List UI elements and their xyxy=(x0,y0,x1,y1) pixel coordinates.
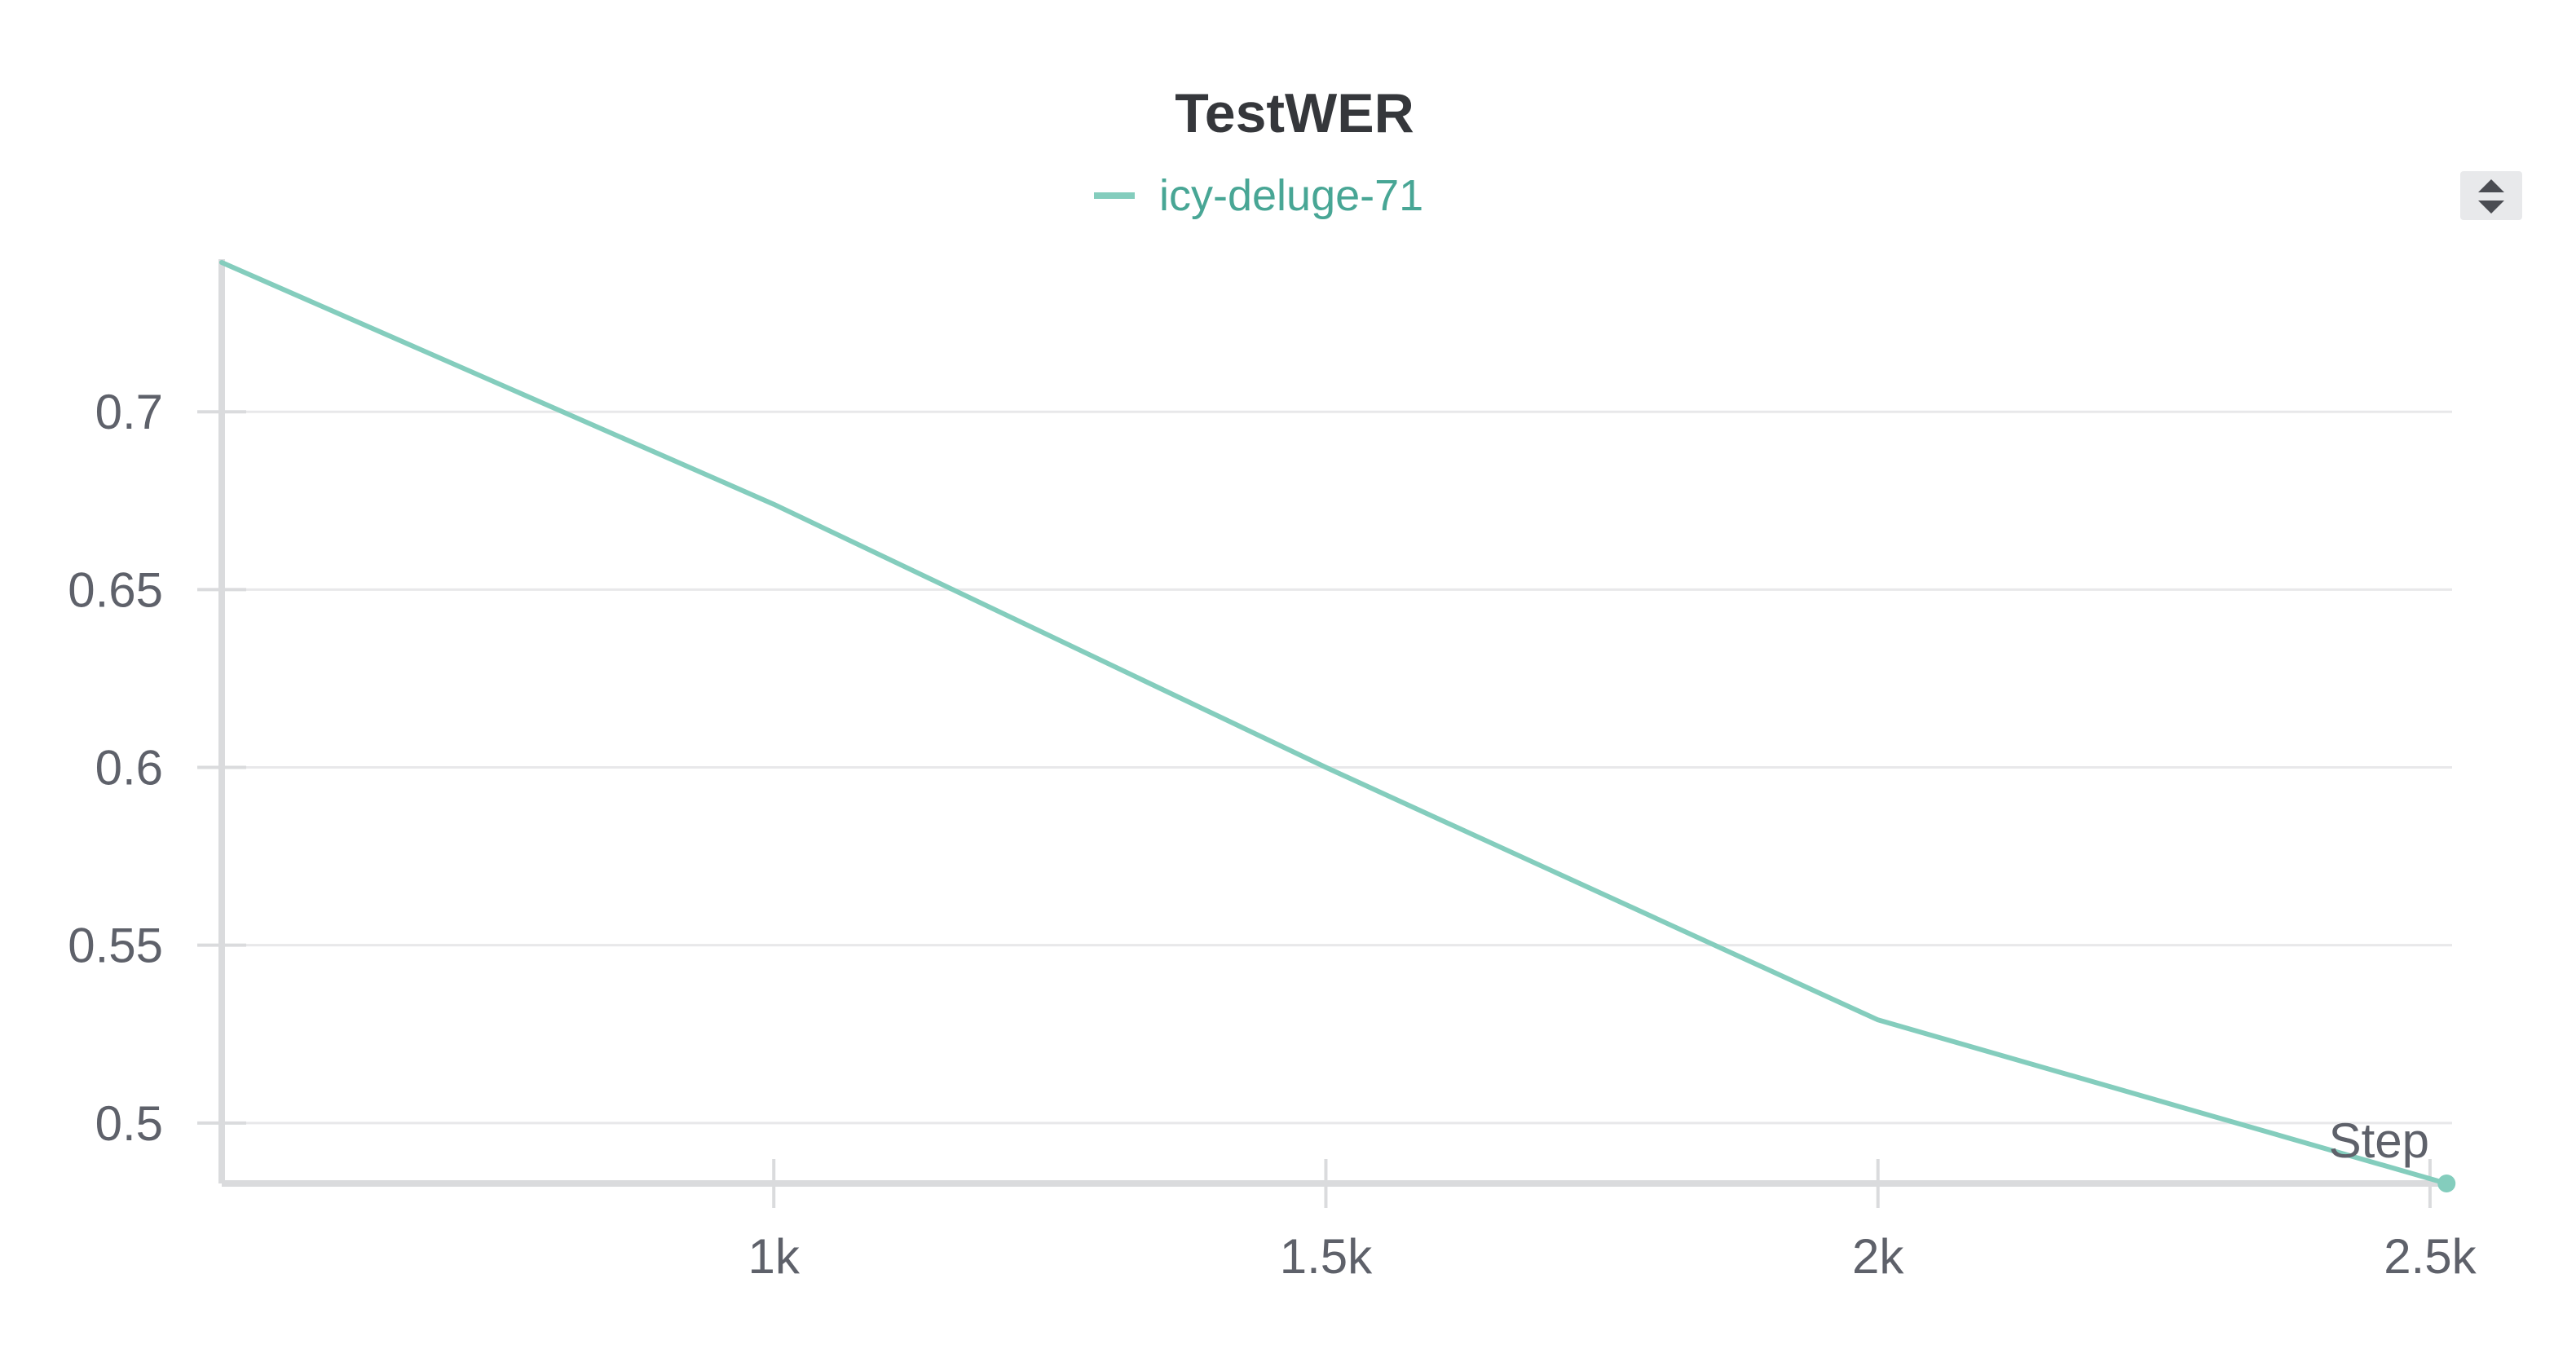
y-tick-label: 0.65 xyxy=(68,562,163,617)
axes xyxy=(197,259,2452,1208)
grid xyxy=(222,410,2452,1125)
tick-labels: 0.5 0.55 0.6 0.65 0.7 1k 1.5k 2k 2.5k xyxy=(68,385,2477,1284)
y-tick-label: 0.5 xyxy=(95,1096,163,1151)
sort-control-button[interactable] xyxy=(2460,171,2522,220)
x-tick-label: 1.5k xyxy=(1280,1229,1373,1284)
y-tick-label: 0.7 xyxy=(95,385,163,439)
y-tick-label: 0.6 xyxy=(95,741,163,795)
legend-label-icy-deluge-71[interactable]: icy-deluge-71 xyxy=(1159,171,1423,220)
x-tick-label: 1k xyxy=(748,1229,801,1284)
x-tick-label: 2k xyxy=(1852,1229,1904,1284)
series-line-icy-deluge-71[interactable] xyxy=(219,260,2450,1186)
sort-up-down-icon[interactable] xyxy=(2478,179,2504,214)
sort-control-bg[interactable] xyxy=(2460,171,2522,220)
series-end-point[interactable] xyxy=(2437,1175,2456,1192)
series-layer xyxy=(219,260,2456,1192)
y-tick-label: 0.55 xyxy=(68,919,163,973)
legend[interactable]: icy-deluge-71 xyxy=(1094,171,1423,220)
x-tick-label: 2.5k xyxy=(2384,1229,2477,1284)
x-axis-label: Step xyxy=(2329,1113,2429,1168)
chart-title: TestWER xyxy=(1175,82,1414,144)
